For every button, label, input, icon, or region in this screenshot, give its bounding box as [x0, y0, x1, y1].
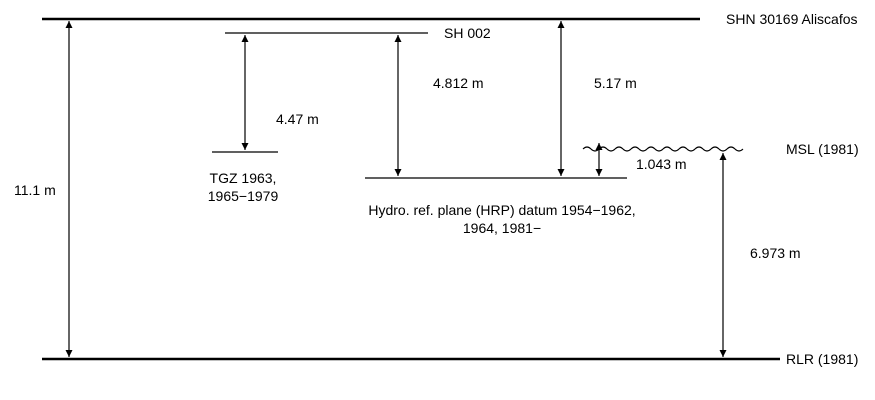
tgz-datum-label-line2: 1965−1979 [208, 188, 279, 204]
sh-to-tgz-label: 4.47 m [276, 111, 319, 127]
total-height-label: 11.1 m [14, 182, 56, 198]
top-datum-label: SHN 30169 Aliscafos [726, 11, 858, 27]
sh-to-hrp-label: 4.812 m [433, 75, 484, 91]
hrp-datum-label-line1: Hydro. ref. plane (HRP) datum 1954−1962, [368, 202, 635, 218]
sh-datum-label: SH 002 [444, 25, 491, 41]
tgz-datum-label-line1: TGZ 1963, [210, 170, 277, 186]
top-to-hrp-label: 5.17 m [594, 75, 637, 91]
hrp-datum-label-line2: 1964, 1981− [463, 220, 541, 236]
msl-wave-line [582, 146, 744, 152]
rlr-datum-label: RLR (1981) [786, 351, 858, 367]
hrp-to-msl-label: 1.043 m [636, 156, 687, 172]
msl-to-rlr-label: 6.973 m [750, 245, 801, 261]
msl-datum-label: MSL (1981) [786, 141, 859, 157]
